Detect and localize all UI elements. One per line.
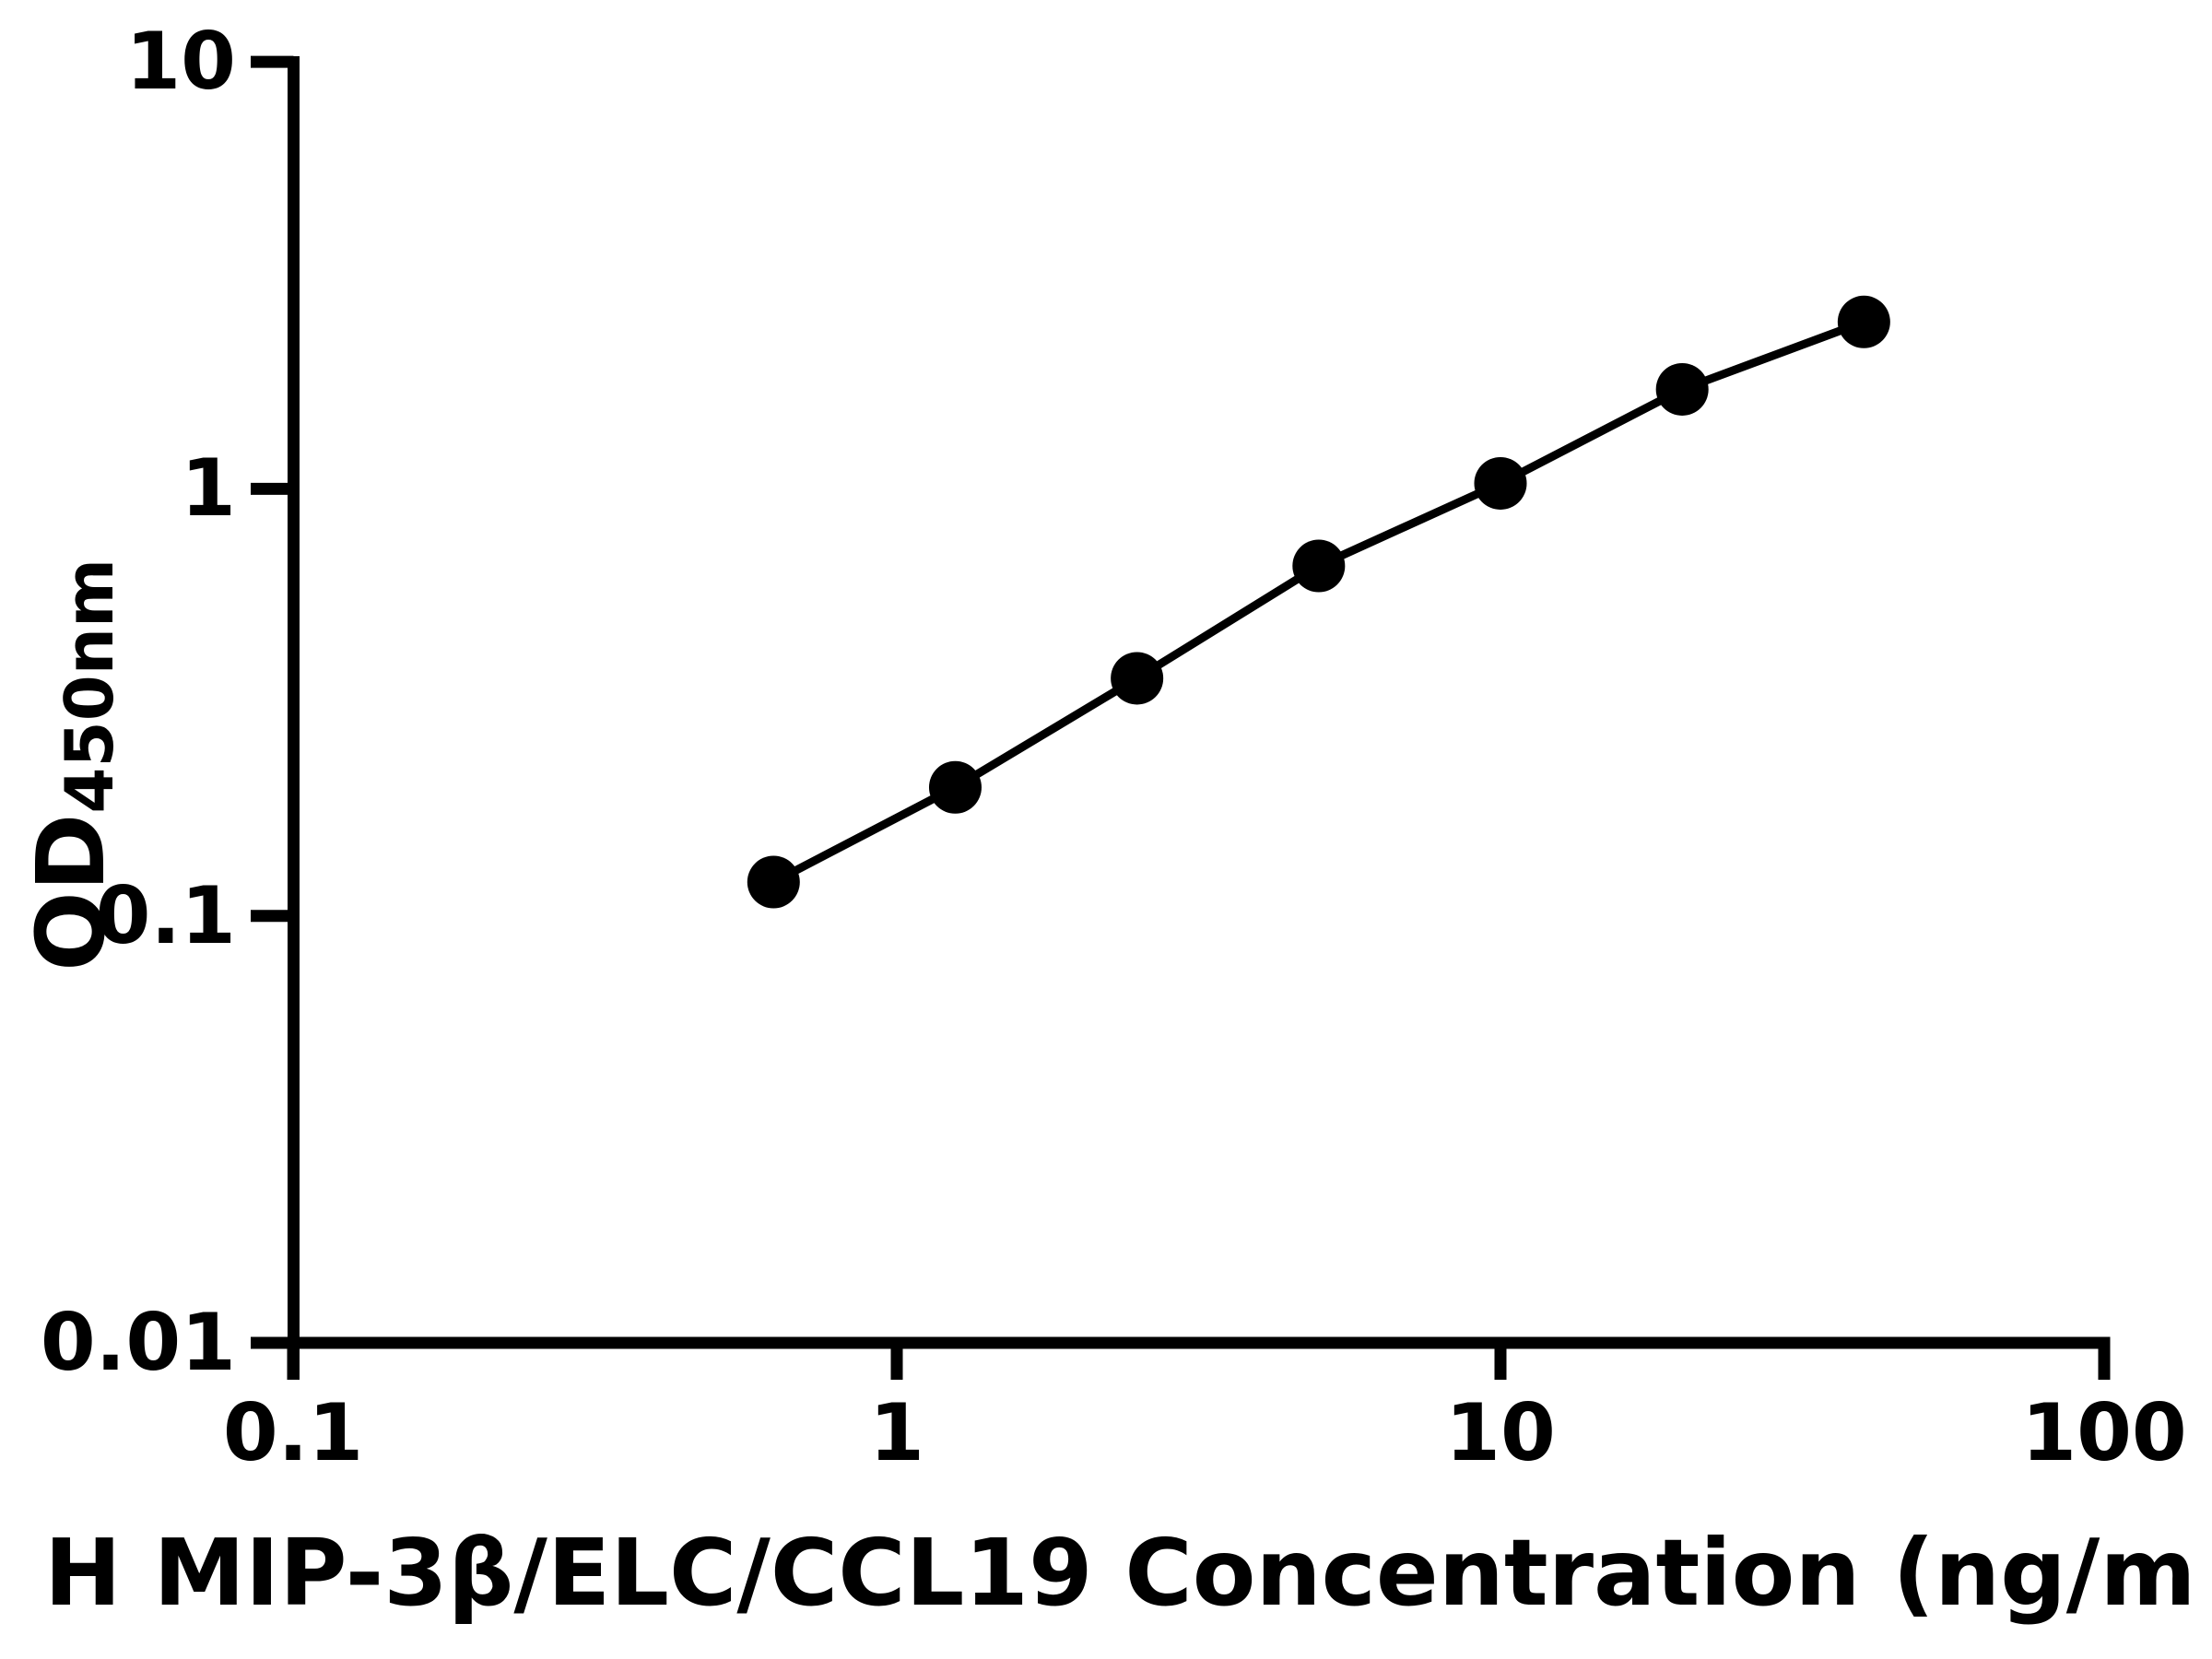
- y-tick-label-1: 1: [181, 442, 236, 535]
- y-tick-label-0.01: 0.01: [40, 1297, 236, 1389]
- y-axis-label-main: OD: [17, 813, 126, 971]
- x-axis-label: H MIP-3β/ELC/CCL19 Concentration (ng/m: [44, 1519, 2196, 1627]
- y-tick-label-10: 10: [125, 16, 236, 108]
- x-tick-label-100: 100: [2021, 1387, 2187, 1479]
- data-point: [1474, 456, 1527, 510]
- data-point: [928, 760, 982, 814]
- y-axis-label-subscript: 450nm: [51, 559, 128, 814]
- data-point: [1837, 295, 1890, 348]
- y-tick-label-0.1: 0.1: [95, 870, 236, 962]
- x-tick-label-10: 10: [1445, 1387, 1556, 1479]
- data-point: [747, 855, 800, 909]
- x-tick-label-0.1: 0.1: [222, 1387, 364, 1479]
- data-point: [1111, 652, 1164, 705]
- data-point: [1292, 539, 1346, 593]
- y-axis-label: OD 450nm: [17, 442, 128, 1088]
- data-point: [1655, 362, 1709, 416]
- x-tick-label-1: 1: [869, 1387, 924, 1479]
